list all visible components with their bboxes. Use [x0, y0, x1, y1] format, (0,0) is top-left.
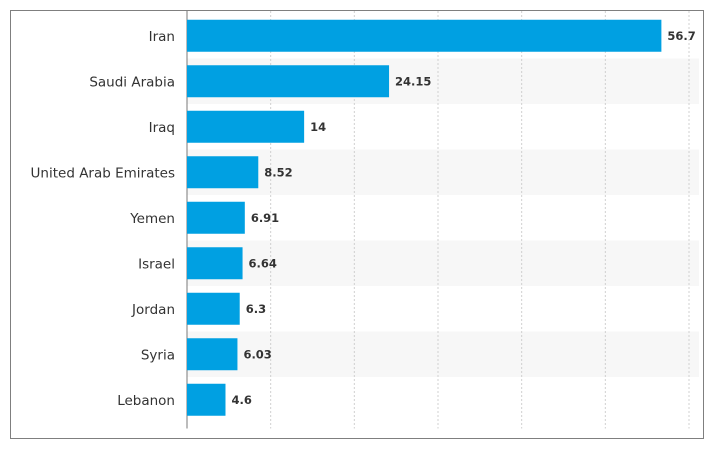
- value-label: 6.03: [243, 347, 271, 361]
- bar: [187, 292, 240, 325]
- value-label: 6.91: [251, 211, 279, 225]
- bar: [187, 338, 238, 371]
- bar: [187, 65, 390, 98]
- bar-chart: Iran Saudi Arabia Iraq United Arab Emirates…: [31, 11, 699, 429]
- category-label: Syria: [141, 347, 175, 363]
- value-labels: 56.7 24.15 14 8.52 6.91 6.64 6.3 6.03 4.6: [231, 29, 695, 407]
- bars-group: [187, 19, 662, 416]
- category-label: Saudi Arabia: [89, 74, 175, 90]
- row-stripe: [187, 240, 699, 286]
- bar: [187, 383, 226, 416]
- row-stripes: [187, 58, 699, 377]
- bar: [187, 247, 243, 280]
- category-label: Iran: [149, 29, 175, 45]
- category-label: Yemen: [129, 211, 175, 227]
- bar: [187, 201, 245, 234]
- value-label: 14: [310, 120, 326, 134]
- category-label: Iraq: [149, 120, 175, 136]
- category-label: United Arab Emirates: [31, 165, 175, 181]
- row-stripe: [187, 149, 699, 195]
- value-label: 6.3: [246, 302, 266, 316]
- category-label: Israel: [138, 256, 175, 272]
- chart-frame: Iran Saudi Arabia Iraq United Arab Emirates…: [10, 10, 704, 439]
- row-stripe: [187, 331, 699, 377]
- value-label: 6.64: [249, 256, 277, 270]
- category-label: Jordan: [131, 302, 175, 318]
- value-label: 56.7: [667, 29, 695, 43]
- value-label: 8.52: [264, 165, 292, 179]
- value-label: 4.6: [231, 393, 251, 407]
- bar: [187, 110, 305, 143]
- bar: [187, 156, 259, 189]
- category-label: Lebanon: [117, 393, 175, 409]
- category-labels: Iran Saudi Arabia Iraq United Arab Emirates…: [31, 29, 175, 409]
- value-label: 24.15: [395, 74, 431, 88]
- bar: [187, 19, 662, 52]
